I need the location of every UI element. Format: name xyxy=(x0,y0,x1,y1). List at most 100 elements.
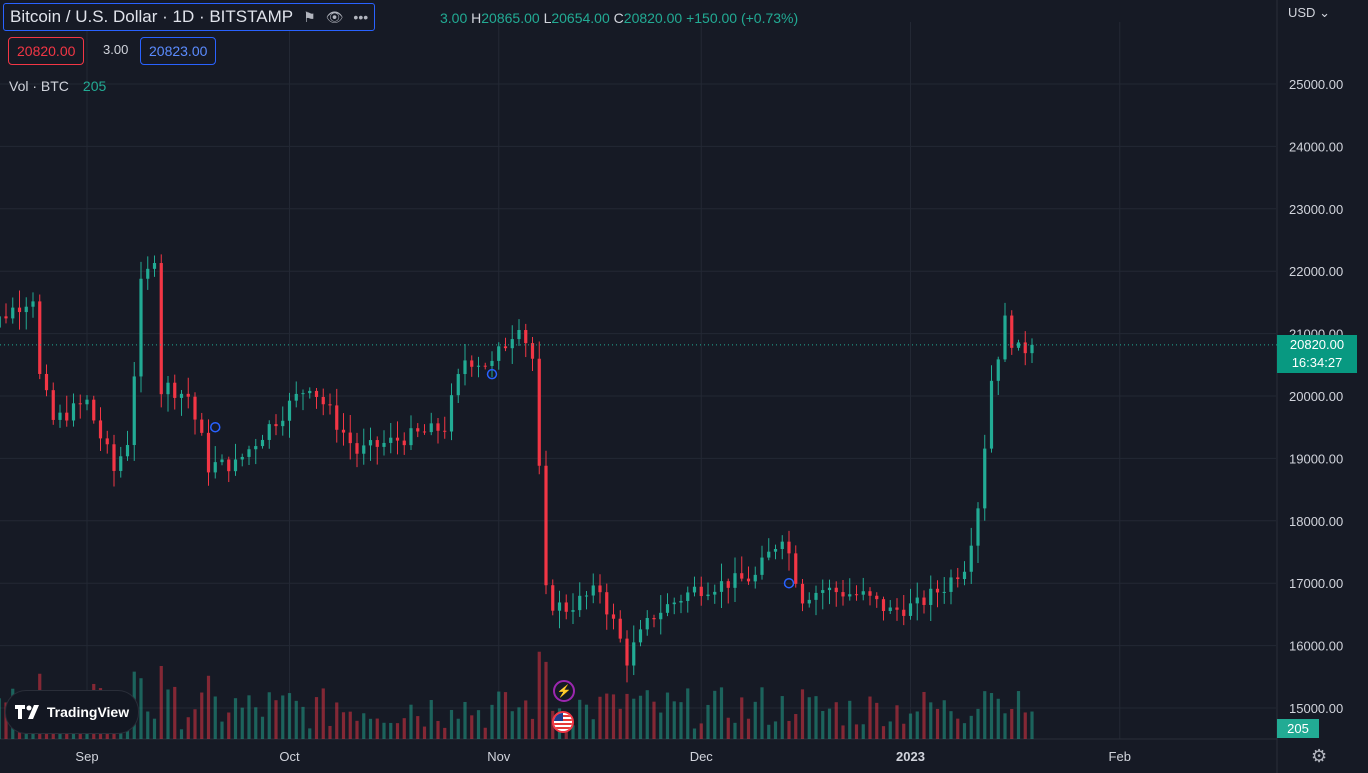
volume-bar xyxy=(821,711,825,739)
volume-bar xyxy=(611,694,616,739)
candle-body xyxy=(308,390,312,394)
volume-bar xyxy=(0,698,1,739)
candle-body xyxy=(274,424,278,427)
settings-icon[interactable]: ⚙ xyxy=(1311,746,1328,766)
candle-body xyxy=(800,583,805,604)
candle-body xyxy=(220,459,224,463)
volume-bar xyxy=(206,675,211,739)
volume-bar xyxy=(794,714,798,739)
candle-body xyxy=(65,412,69,421)
volume-bar xyxy=(989,693,994,739)
volume-bar xyxy=(159,665,163,739)
volume-bar xyxy=(659,712,663,739)
volume-bar xyxy=(389,722,393,739)
volume-bar xyxy=(638,695,643,739)
eye-icon[interactable]: 👁 xyxy=(325,8,344,25)
candle-body xyxy=(645,617,649,630)
candle-body xyxy=(605,592,609,615)
candle-body xyxy=(166,382,170,395)
candle-body xyxy=(497,346,501,361)
candle-body xyxy=(740,573,744,579)
buy-price-button[interactable]: 20823.00 xyxy=(140,37,217,65)
candle-body xyxy=(537,358,541,466)
candle-body xyxy=(942,591,946,593)
candle-body xyxy=(233,459,238,472)
candle-body xyxy=(328,404,332,406)
us-flag-event-icon[interactable] xyxy=(552,711,574,733)
candle-body xyxy=(422,431,427,433)
volume-bar xyxy=(213,696,217,739)
candle-body xyxy=(58,412,62,420)
candle-body xyxy=(1023,342,1027,354)
volume-bar xyxy=(463,701,467,739)
candle-body xyxy=(294,393,298,401)
last-volume-label: 205 xyxy=(1277,719,1319,738)
candle-body xyxy=(17,307,22,313)
volume-bar xyxy=(260,716,265,739)
candle-body xyxy=(173,382,177,398)
candle-body xyxy=(409,428,413,446)
symbol-legend[interactable]: Bitcoin / U.S. Dollar · 1D · BITSTAMP ⚑ … xyxy=(3,3,376,31)
candle-body xyxy=(341,429,346,433)
candle-body xyxy=(868,591,872,596)
volume-bar xyxy=(267,692,271,739)
volume-bar xyxy=(962,723,967,739)
volume-bar xyxy=(186,717,190,739)
sell-price-button[interactable]: 20820.00 xyxy=(8,37,85,65)
candle-body xyxy=(780,541,784,550)
candle-body xyxy=(976,508,980,546)
candle-body xyxy=(719,581,724,592)
volume-bar xyxy=(220,721,224,739)
candle-body xyxy=(254,446,258,450)
volume-bar xyxy=(402,718,406,739)
volume-bar xyxy=(800,689,805,739)
volume-bar xyxy=(193,709,197,739)
event-markers xyxy=(210,368,795,589)
flash-event-icon[interactable]: ⚡ xyxy=(553,680,575,702)
volume-bar xyxy=(591,719,595,739)
price-tick-label: 18000.00 xyxy=(1289,514,1343,529)
volume-bar xyxy=(908,713,913,739)
tradingview-logo[interactable]: TradingView xyxy=(6,691,138,733)
candle-body xyxy=(935,588,940,593)
chevron-down-icon: ⌄ xyxy=(1315,5,1330,20)
flag-icon[interactable]: ⚑ xyxy=(303,8,316,25)
volume-bar xyxy=(483,727,487,739)
volume-bar xyxy=(740,697,744,739)
volume-bar xyxy=(679,702,683,739)
candle-body xyxy=(287,400,292,421)
volume-bar xyxy=(861,724,865,739)
volume-bar xyxy=(632,698,636,739)
candle-body xyxy=(503,346,508,349)
volume-bar xyxy=(1016,691,1021,739)
candle-body xyxy=(368,440,373,446)
candle-body xyxy=(402,440,406,446)
currency-selector[interactable]: USD ⌄ xyxy=(1288,5,1330,21)
volume-bar xyxy=(301,706,305,739)
time-axis[interactable]: SepOctNovDec2023FebAprMayJunJulAug xyxy=(75,749,1368,764)
volume-bar xyxy=(841,725,845,739)
volume-bar xyxy=(254,707,258,739)
volume-bar xyxy=(753,701,757,739)
volume-bar xyxy=(470,715,474,739)
candle-body xyxy=(1016,342,1021,348)
volume-legend[interactable]: Vol · BTC 205 xyxy=(9,78,106,94)
candle-body xyxy=(119,456,123,471)
candle-body xyxy=(902,609,906,616)
candle-body xyxy=(591,585,595,596)
volume-bar xyxy=(1030,711,1034,739)
candle-body xyxy=(551,585,555,611)
more-icon[interactable]: ••• xyxy=(353,9,369,25)
candle-body xyxy=(449,395,454,432)
price-axis[interactable]: 15000.00 16000.00 17000.00 18000.00 19000.00… xyxy=(1289,77,1343,716)
bar-countdown: 16:34:27 xyxy=(1291,355,1343,370)
volume-bar xyxy=(294,700,298,739)
volume-bar xyxy=(436,720,440,739)
candle-body xyxy=(240,456,244,460)
candle-body xyxy=(915,597,919,604)
last-price-label: 20820.00 16:34:27 xyxy=(1277,335,1357,373)
dividend-event-marker xyxy=(783,577,795,589)
symbol-title[interactable]: Bitcoin / U.S. Dollar · 1D · BITSTAMP xyxy=(10,7,294,26)
candle-body xyxy=(375,440,379,447)
